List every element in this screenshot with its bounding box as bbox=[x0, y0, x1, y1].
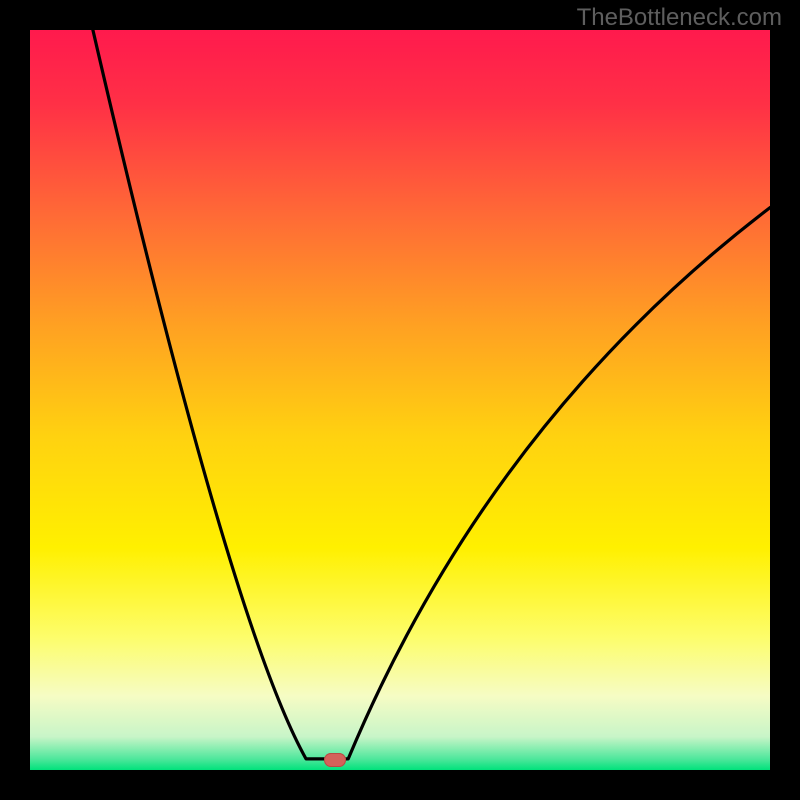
plot-area bbox=[30, 30, 770, 770]
chart-root: TheBottleneck.com bbox=[0, 0, 800, 800]
watermark-text: TheBottleneck.com bbox=[577, 4, 782, 32]
curve-layer bbox=[30, 30, 770, 770]
optimal-point-marker bbox=[324, 753, 346, 767]
bottleneck-curve bbox=[93, 30, 770, 759]
